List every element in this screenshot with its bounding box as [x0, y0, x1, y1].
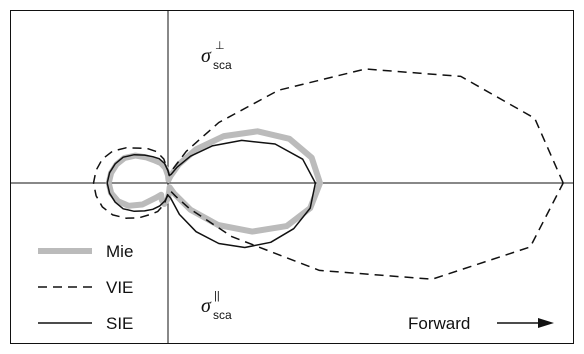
sigma-par-annotation: σ — [201, 295, 212, 317]
forward-label: Forward — [408, 314, 470, 333]
series-curve-sie — [106, 139, 317, 249]
legend-label-vie: VIE — [106, 278, 133, 297]
series-curve-mie — [105, 128, 323, 235]
series-curve-vie — [92, 68, 564, 280]
forward-arrow-head — [538, 318, 554, 328]
legend-label-mie: Mie — [106, 242, 133, 261]
sigma-par-subscript: sca — [213, 308, 232, 322]
sigma-perp-subscript: sca — [213, 58, 232, 72]
sigma-par-superscript: || — [214, 290, 220, 302]
plot-frame — [10, 10, 574, 344]
sigma-perp-superscript: ⊥ — [215, 40, 225, 52]
sigma-perp-annotation: σ — [201, 45, 212, 67]
sigma-perp-symbol: σ — [201, 45, 212, 67]
legend-label-sie: SIE — [106, 314, 133, 333]
series-layer — [92, 68, 564, 280]
sigma-par-symbol: σ — [201, 295, 212, 317]
legend: Mie VIE SIE — [38, 242, 133, 333]
